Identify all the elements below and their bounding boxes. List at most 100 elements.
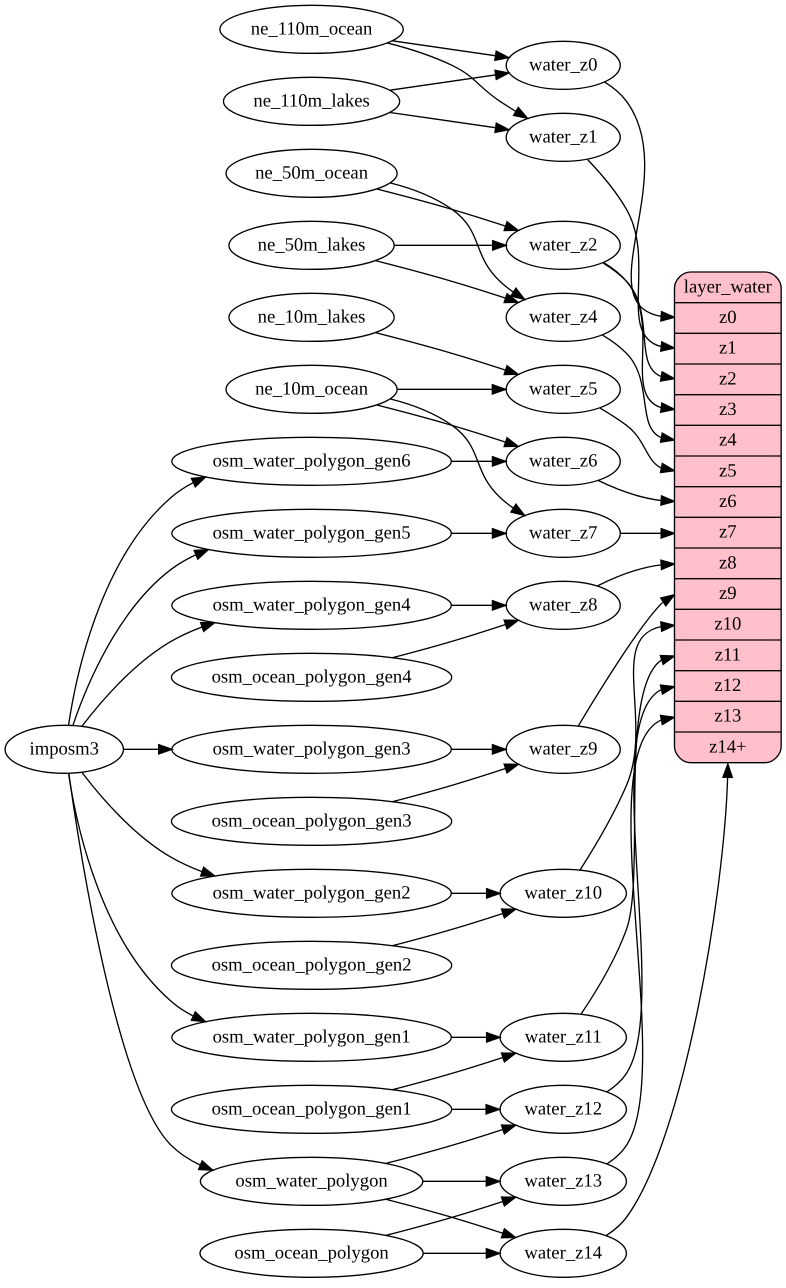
arrowhead-icon [500,908,518,919]
arrowhead-icon [500,1124,518,1135]
arrowhead-icon [503,436,521,448]
edge-osm_water_polygon_gen5-to-water_z7 [451,527,508,539]
edge-osm_water_polygon_gen3-to-water_z9 [451,743,508,755]
arrowhead-icon [660,310,677,322]
node-label: ne_50m_lakes [258,234,366,255]
node-ne_110m_ocean: ne_110m_ocean [219,4,404,54]
node-ellipse [505,508,621,558]
edge-water_z10-to-layer_water-z10 [579,621,677,871]
node-label: osm_ocean_polygon [234,1242,389,1263]
arrowhead-icon [660,559,677,571]
arrowhead-icon [509,503,527,517]
node-label: water_z6 [529,450,597,471]
edge-water_z6-to-layer_water-z6 [597,479,677,507]
node-ellipse [171,1012,452,1062]
node-label: water_z5 [529,378,597,399]
node-ellipse [499,868,628,918]
edge-osm_ocean_polygon-to-water_z13 [385,1196,518,1236]
record-row-label: z13 [714,706,741,727]
edge-ne_110m_ocean-to-water_z1 [387,42,530,120]
arrowhead-icon [660,494,677,507]
arrowhead-icon [659,714,677,726]
node-water_z0: water_z0 [505,40,621,90]
arrowhead-icon [491,455,508,467]
arrowhead-icon [500,1196,518,1207]
node-water_z7: water_z7 [505,508,621,558]
arrowhead-icon [491,743,508,755]
node-ellipse [505,580,621,630]
node-ellipse [170,796,453,846]
edge-line [392,912,503,947]
edge-line [601,334,662,439]
node-ellipse [225,148,398,198]
record-row-label: z7 [719,522,737,543]
node-label: osm_water_polygon_gen5 [213,522,411,543]
arrowhead-icon [500,1227,518,1239]
edge-water_z4-to-layer_water-z4 [601,334,677,444]
arrowhead-icon [199,866,217,877]
arrowhead-icon [485,1247,502,1259]
record-row-label: z3 [719,399,737,420]
node-ellipse [171,508,452,558]
node-ellipse [171,580,452,630]
edge-water_z13-to-layer_water-z13 [606,714,677,1165]
edge-osm_water_polygon_gen4-to-water_z8 [451,599,508,611]
edge-water_z1-to-layer_water-z1 [587,159,677,353]
node-osm_ocean_polygon_gen1: osm_ocean_polygon_gen1 [170,1084,453,1134]
node-osm_water_polygon_gen6: osm_water_polygon_gen6 [171,436,452,486]
node-label: osm_water_polygon_gen4 [213,594,412,615]
edge-line [392,40,496,57]
arrowhead-icon [494,50,511,62]
node-ellipse [505,364,621,414]
arrowhead-icon [158,743,175,755]
node-label: ne_10m_ocean [255,378,369,399]
node-ellipse [170,940,453,990]
edge-line [603,262,662,409]
node-osm_ocean_polygon_gen3: osm_ocean_polygon_gen3 [170,796,453,846]
node-ellipse [219,4,404,54]
edge-osm_water_polygon_gen6-to-water_z6 [451,455,508,467]
edge-ne_10m_ocean-to-water_z7 [390,398,527,517]
node-label: water_z12 [524,1098,602,1119]
node-ellipse [499,1228,628,1278]
node-water_z14: water_z14 [499,1228,628,1278]
node-label: water_z1 [529,126,597,147]
node-ellipse [505,436,621,486]
node-osm_ocean_polygon_gen4: osm_ocean_polygon_gen4 [170,652,453,702]
edge-ne_10m_ocean-to-water_z5 [397,383,508,395]
node-osm_ocean_polygon: osm_ocean_polygon [199,1228,424,1278]
edge-line [81,771,203,873]
node-ellipse [499,1012,628,1062]
arrowhead-icon [659,462,677,474]
edge-imposm3-to-osm_water_polygon_gen6 [67,476,208,726]
edge-ne_50m_lakes-to-water_z2 [394,239,509,251]
arrowhead-icon [485,1031,502,1043]
edge-line [389,111,496,129]
edge-line [579,625,662,871]
node-water_z10: water_z10 [499,868,628,918]
edge-water_z0-to-layer_water-z0 [604,81,677,322]
record-row-label: z11 [715,644,741,665]
edge-osm_ocean_polygon_gen3-to-water_z9 [392,763,521,803]
arrowhead-icon [491,383,508,395]
edge-line [599,407,662,469]
node-label: osm_water_polygon_gen2 [213,882,411,903]
node-label: osm_ocean_polygon_gen3 [212,810,412,831]
edge-water_z7-to-layer_water-z7 [620,527,677,539]
edge-osm_water_polygon-to-water_z13 [422,1175,502,1187]
edge-line [577,601,664,727]
edge-imposm3-to-osm_water_polygon_gen4 [81,621,217,727]
node-water_z13: water_z13 [499,1156,628,1206]
edge-imposm3-to-osm_water_polygon_gen2 [81,771,217,877]
node-label: water_z13 [524,1170,602,1191]
edge-line [68,773,201,1166]
edge-ne_10m_lakes-to-water_z5 [375,331,521,376]
edge-imposm3-to-osm_water_polygon_gen1 [67,773,208,1023]
record-header-label: layer_water [684,276,773,297]
node-water_z5: water_z5 [505,364,621,414]
node-ellipse [199,1156,424,1206]
arrowhead-icon [722,761,734,779]
edge-line [72,554,196,726]
edge-line [392,767,506,803]
